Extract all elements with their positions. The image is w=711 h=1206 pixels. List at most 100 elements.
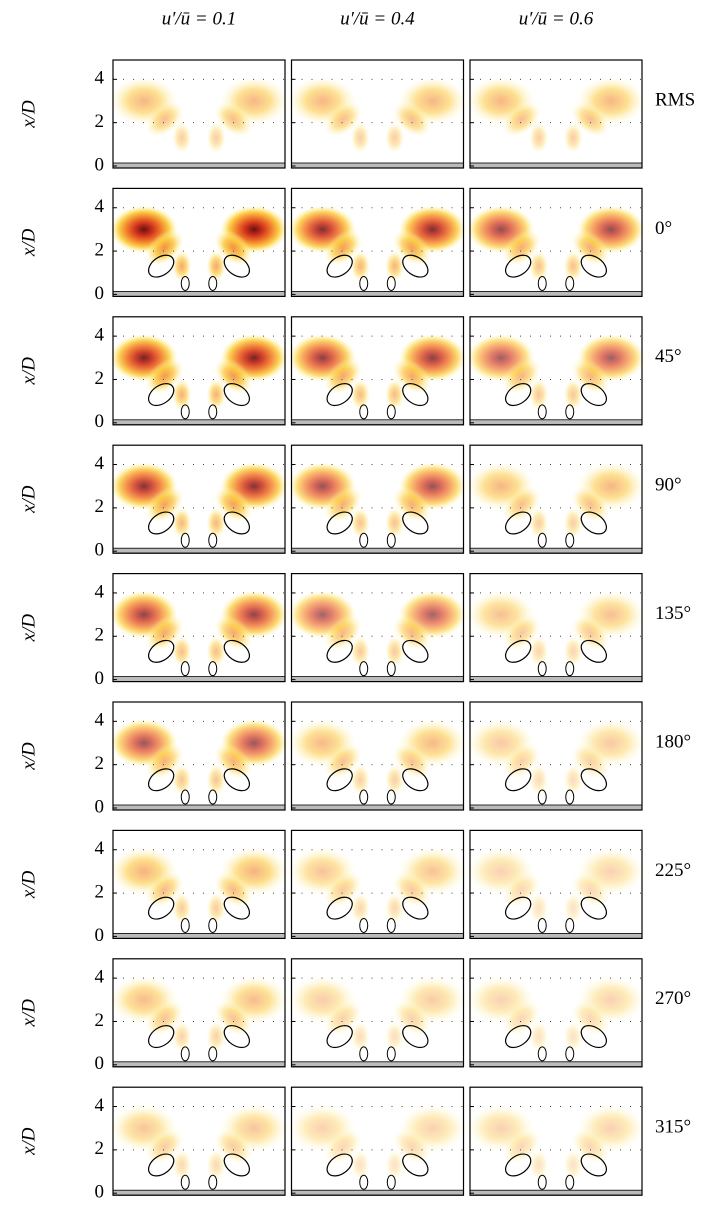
panel bbox=[466, 444, 646, 554]
contour bbox=[180, 661, 190, 677]
contour bbox=[386, 661, 396, 677]
panel bbox=[466, 958, 646, 1068]
y-tick-label: 0 bbox=[95, 925, 105, 946]
contour bbox=[359, 789, 369, 805]
heat-stem bbox=[563, 763, 584, 796]
y-tick-label: 4 bbox=[95, 453, 105, 474]
heat-stem bbox=[171, 378, 192, 411]
heat-stem bbox=[206, 121, 227, 154]
contour bbox=[208, 275, 218, 291]
contour bbox=[326, 639, 353, 663]
heat-stem bbox=[384, 892, 405, 925]
panel bbox=[288, 444, 467, 554]
panel-frame bbox=[290, 187, 465, 297]
y-tick-label: 2 bbox=[95, 496, 105, 517]
panel bbox=[109, 1086, 289, 1196]
heat-stem bbox=[528, 250, 549, 283]
nozzle-plate bbox=[469, 547, 643, 554]
row-label: 270° bbox=[655, 988, 691, 1009]
y-axis-label: x/D bbox=[18, 485, 39, 514]
contour bbox=[565, 917, 575, 933]
heat-stem bbox=[384, 1148, 405, 1181]
contour bbox=[565, 532, 575, 548]
y-tick-label: 2 bbox=[95, 881, 105, 902]
contour bbox=[326, 768, 353, 792]
contour bbox=[402, 254, 429, 278]
contour bbox=[359, 1174, 369, 1190]
panel bbox=[466, 829, 646, 940]
heat-stem bbox=[350, 635, 371, 668]
contour bbox=[223, 896, 251, 920]
contour bbox=[326, 254, 353, 278]
heat-stem bbox=[384, 121, 405, 154]
heat-stem bbox=[206, 506, 227, 539]
panel-frame bbox=[290, 829, 465, 940]
heat-stem bbox=[206, 250, 227, 283]
nozzle-plate bbox=[291, 162, 464, 169]
contour bbox=[208, 1174, 218, 1190]
nozzle-plate bbox=[291, 419, 464, 426]
contour bbox=[504, 1025, 532, 1049]
heat-stem bbox=[350, 1020, 371, 1053]
contour bbox=[402, 511, 429, 535]
panel bbox=[288, 572, 467, 683]
nozzle-plate bbox=[469, 1061, 643, 1068]
contour bbox=[580, 254, 608, 278]
heat-stem bbox=[350, 378, 371, 411]
nozzle-plate bbox=[469, 162, 643, 169]
contour bbox=[386, 1174, 396, 1190]
contour bbox=[504, 768, 532, 792]
nozzle-plate bbox=[291, 290, 464, 297]
row-label: 90° bbox=[655, 475, 682, 496]
nozzle-plate bbox=[469, 933, 643, 939]
heat-stem bbox=[171, 892, 192, 925]
contour bbox=[147, 383, 175, 407]
contour bbox=[580, 1153, 608, 1177]
heat-stem bbox=[384, 378, 405, 411]
y-axis-label: x/D bbox=[18, 357, 39, 386]
contour bbox=[386, 1046, 396, 1062]
contour bbox=[386, 532, 396, 548]
row-label: 0° bbox=[655, 218, 672, 239]
nozzle-plate bbox=[291, 933, 464, 939]
y-tick-label: 4 bbox=[95, 68, 105, 89]
contour bbox=[359, 917, 369, 933]
contour bbox=[147, 1025, 175, 1049]
panel bbox=[288, 829, 467, 940]
row-label: RMS bbox=[655, 89, 695, 110]
heat-stem bbox=[350, 506, 371, 539]
heat-stem bbox=[563, 121, 584, 154]
contour bbox=[504, 896, 532, 920]
heat-stem bbox=[171, 506, 192, 539]
contour bbox=[223, 768, 251, 792]
nozzle-plate bbox=[112, 1189, 286, 1196]
y-tick-label: 0 bbox=[95, 283, 105, 304]
contour bbox=[386, 275, 396, 291]
contour bbox=[223, 254, 251, 278]
heat-stem bbox=[563, 892, 584, 925]
contour bbox=[147, 768, 175, 792]
panel-frame bbox=[290, 316, 465, 426]
panel-frame bbox=[469, 444, 643, 554]
y-axis-label: x/D bbox=[18, 228, 39, 257]
heat-stem bbox=[563, 1020, 584, 1053]
contour bbox=[504, 639, 532, 663]
contour bbox=[504, 511, 532, 535]
contour bbox=[359, 1046, 369, 1062]
contour bbox=[208, 532, 218, 548]
y-tick-label: 0 bbox=[95, 154, 105, 175]
panel-frame bbox=[112, 958, 286, 1068]
y-tick-label: 4 bbox=[95, 1095, 105, 1116]
contour bbox=[537, 1174, 547, 1190]
panel-frame bbox=[112, 829, 286, 940]
contour bbox=[402, 1025, 429, 1049]
panel-frame bbox=[469, 59, 643, 169]
heat-stem bbox=[350, 121, 371, 154]
contour bbox=[580, 511, 608, 535]
panel-frame bbox=[112, 572, 286, 683]
nozzle-plate bbox=[291, 804, 464, 811]
contour bbox=[223, 639, 251, 663]
panel-frame bbox=[290, 572, 465, 683]
contour bbox=[402, 1153, 429, 1177]
